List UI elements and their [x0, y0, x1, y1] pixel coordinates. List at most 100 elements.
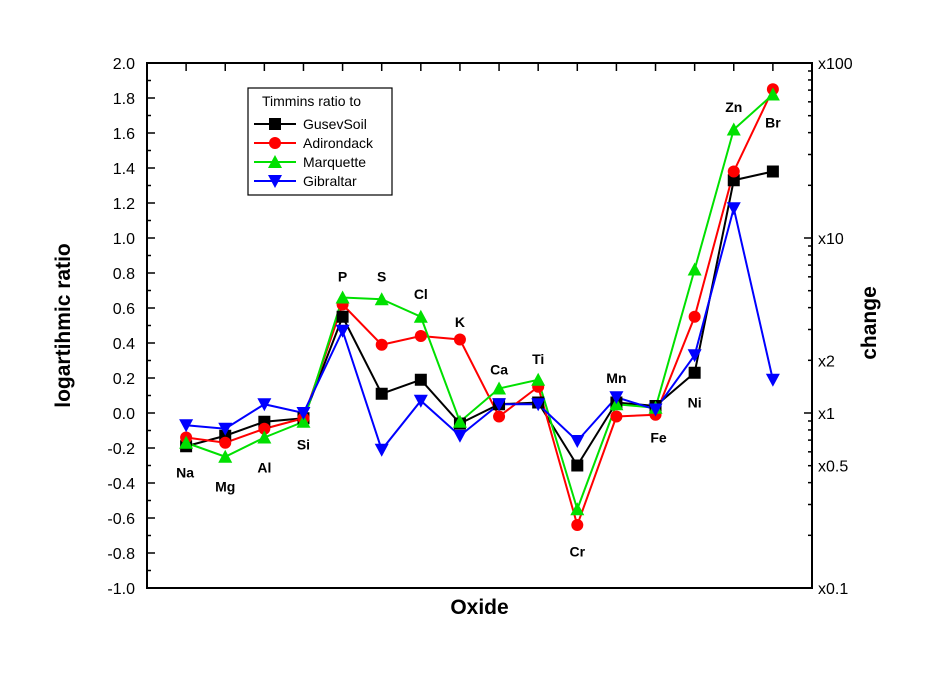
y-tick-label: 1.8	[113, 91, 135, 108]
category-label: Ca	[490, 361, 508, 377]
data-point-marquette	[296, 414, 311, 428]
right-tick-label: x0.5	[818, 459, 848, 476]
data-point-gibraltar	[413, 394, 428, 408]
right-tick-label: x2	[818, 353, 835, 370]
data-point-gibraltar	[452, 429, 467, 443]
data-point-gusevsoil	[571, 459, 584, 472]
legend-marker	[268, 155, 282, 168]
data-point-gibraltar	[531, 398, 546, 412]
category-label: Na	[176, 465, 194, 481]
data-point-adirondack	[688, 310, 701, 323]
data-point-gibraltar	[179, 419, 194, 433]
data-point-gibraltar	[648, 403, 663, 417]
right-tick-label: x1	[818, 406, 835, 423]
data-point-adirondack	[414, 330, 427, 342]
data-point-gibraltar	[570, 435, 585, 448]
data-point-gusevsoil	[414, 373, 427, 386]
data-point-gibraltar	[765, 373, 780, 387]
series-line-gibraltar	[186, 207, 774, 452]
category-label: K	[455, 314, 465, 330]
legend-entry: Adirondack	[303, 135, 374, 151]
category-label: Si	[297, 437, 310, 453]
category-label: Mg	[215, 479, 235, 495]
category-label: P	[338, 269, 347, 285]
y-tick-label: 0.2	[113, 371, 135, 388]
y-tick-label: -0.6	[107, 511, 135, 528]
right-tick-label: x10	[818, 231, 844, 248]
data-point-gibraltar	[492, 398, 507, 412]
y-tick-label: 1.6	[113, 126, 135, 143]
data-point-gibraltar	[609, 391, 624, 405]
data-point-marquette	[726, 122, 741, 136]
y-tick-label: -0.4	[107, 476, 135, 493]
y-tick-label: 0.8	[113, 266, 135, 283]
legend-entry: Gibraltar	[303, 173, 357, 189]
y-tick-label: 1.0	[113, 231, 135, 248]
data-point-gibraltar	[335, 324, 350, 338]
data-point-gusevsoil	[766, 165, 779, 178]
data-point-gibraltar	[687, 349, 702, 363]
data-point-marquette	[335, 290, 350, 304]
data-point-marquette	[492, 381, 507, 395]
category-label: Cl	[414, 286, 428, 302]
data-point-marquette	[452, 414, 467, 428]
data-point-marquette	[218, 449, 233, 463]
y-tick-label: -0.2	[107, 441, 135, 458]
category-label: Fe	[650, 430, 667, 446]
data-point-gusevsoil	[727, 174, 740, 187]
right-tick-label: x100	[818, 56, 853, 73]
data-point-adirondack	[453, 333, 466, 346]
data-point-adirondack	[375, 338, 388, 351]
data-point-marquette	[179, 435, 194, 449]
data-point-marquette	[687, 262, 702, 276]
data-point-gusevsoil	[688, 366, 701, 379]
data-point-adirondack	[258, 422, 271, 435]
y-tick-label: -0.8	[107, 546, 135, 563]
series-line-marquette	[185, 93, 774, 513]
right-tick-label: x0.1	[818, 581, 848, 598]
x-axis-label: Oxide	[450, 596, 508, 619]
category-label: Mn	[606, 370, 626, 386]
data-point-gibraltar	[374, 443, 389, 457]
y-tick-label: 0.0	[113, 406, 135, 423]
category-label: Ni	[688, 395, 702, 411]
data-point-marquette	[531, 372, 546, 386]
data-point-gibraltar	[296, 407, 311, 420]
data-point-adirondack	[219, 436, 232, 449]
data-point-adirondack	[571, 519, 584, 531]
y-tick-label: 1.4	[113, 161, 135, 178]
right-axis-label: change	[858, 286, 881, 360]
legend-title: Timmins ratio to	[262, 93, 361, 109]
plot-frame	[146, 62, 813, 589]
data-point-marquette	[765, 87, 780, 101]
legend-entry: GusevSoil	[303, 116, 367, 132]
data-point-gibraltar	[218, 422, 233, 436]
category-label: S	[377, 269, 386, 285]
data-point-adirondack	[493, 410, 506, 423]
y-tick-label: 2.0	[113, 56, 135, 73]
legend-entry: Marquette	[303, 154, 366, 170]
y-tick-label: 0.4	[113, 336, 135, 353]
category-label: Br	[765, 115, 781, 131]
category-label: Zn	[725, 99, 742, 115]
category-label: Ti	[532, 351, 544, 367]
y-tick-label: 0.6	[113, 301, 135, 318]
data-point-adirondack	[727, 165, 740, 178]
data-point-gibraltar	[726, 202, 741, 216]
category-label: Al	[257, 459, 271, 475]
data-point-marquette	[413, 309, 428, 323]
legend-marker	[269, 118, 281, 130]
data-point-marquette	[374, 292, 389, 306]
legend-marker	[269, 137, 281, 149]
data-point-gusevsoil	[336, 310, 349, 323]
data-point-marquette	[257, 430, 272, 444]
series-line-gusevsoil	[185, 170, 774, 468]
data-point-marquette	[570, 502, 585, 516]
legend-marker	[268, 175, 282, 188]
data-point-gibraltar	[257, 398, 272, 412]
y-tick-label: 1.2	[113, 196, 135, 213]
y-axis-label: logartihmic ratio	[52, 243, 75, 408]
data-point-adirondack	[610, 410, 623, 423]
